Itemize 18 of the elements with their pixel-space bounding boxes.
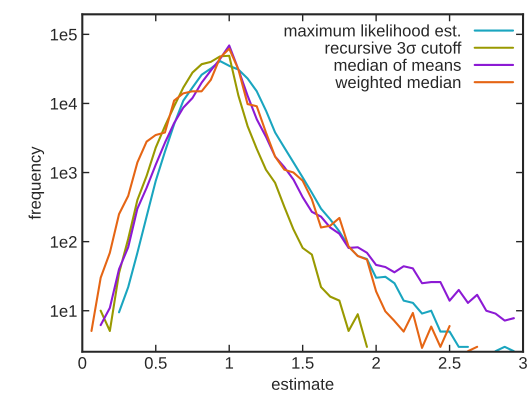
y-tick-label: 1e4: [50, 98, 77, 110]
legend-label: weighted median: [335, 76, 460, 92]
legend-label: median of means: [334, 58, 461, 71]
legend-label: recursive 3σ cutoff: [326, 42, 462, 54]
y-tick-label: 1e5: [50, 28, 77, 41]
y-tick-label: 1e1: [50, 305, 77, 317]
legend-label: maximum likelihood est.: [284, 24, 460, 37]
x-axis-title: estimate: [272, 378, 334, 390]
x-tick-label: 1: [226, 357, 234, 369]
x-tick-label: 1.5: [292, 357, 314, 369]
x-tick-label: 3: [519, 357, 527, 369]
x-tick-label: 0.5: [144, 357, 167, 369]
y-tick-label: 1e2: [50, 236, 77, 248]
y-tick-label: 1e3: [50, 166, 77, 179]
x-tick-label: 2: [372, 357, 380, 369]
y-axis-title: frequency: [28, 146, 44, 220]
x-tick-label: 2.5: [438, 357, 460, 369]
x-tick-label: 0: [78, 357, 86, 369]
